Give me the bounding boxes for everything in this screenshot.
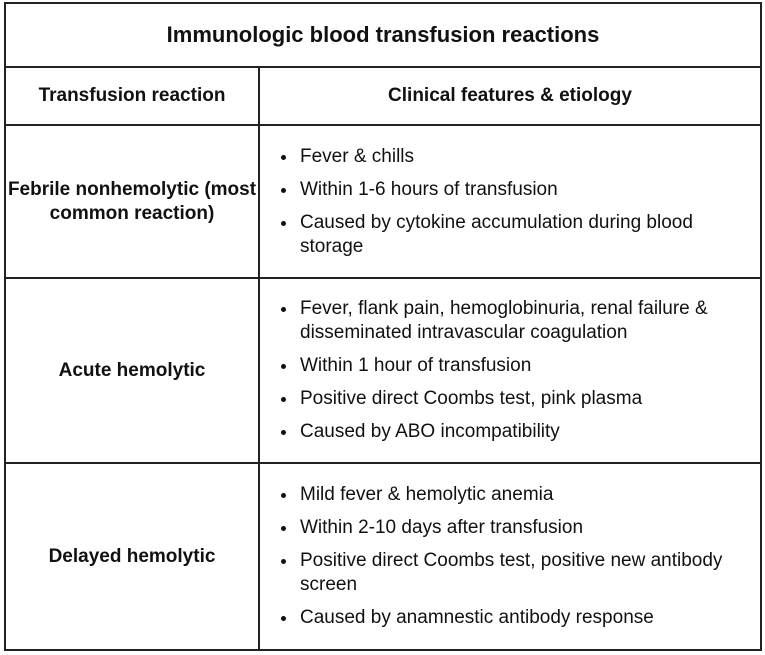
reaction-features: Fever & chills Within 1-6 hours of trans… (257, 124, 763, 279)
feature-list: Fever, flank pain, hemoglobinuria, renal… (260, 297, 760, 444)
table-row-delayed-hemolytic: Delayed hemolytic Mild fever & hemolytic… (4, 462, 763, 651)
feature-item: Caused by anamnestic antibody response (298, 606, 748, 630)
feature-item: Caused by cytokine accumulation during b… (298, 211, 748, 259)
reaction-features: Fever, flank pain, hemoglobinuria, renal… (257, 277, 763, 464)
column-header-features: Clinical features & etiology (257, 66, 763, 126)
feature-item: Mild fever & hemolytic anemia (298, 483, 748, 507)
feature-item: Fever, flank pain, hemoglobinuria, renal… (298, 297, 748, 345)
title-row: Immunologic blood transfusion reactions (3, 2, 763, 68)
header-row: Transfusion reaction Clinical features &… (4, 66, 763, 126)
reaction-name: Acute hemolytic (4, 277, 260, 464)
feature-item: Within 1-6 hours of transfusion (298, 178, 748, 202)
reaction-features: Mild fever & hemolytic anemia Within 2-1… (257, 462, 763, 651)
feature-item: Caused by ABO incompatibility (298, 420, 748, 444)
transfusion-reactions-table: Immunologic blood transfusion reactions … (3, 2, 763, 651)
table-row-febrile-nonhemolytic: Febrile nonhemolytic (most common reacti… (4, 124, 763, 279)
feature-item: Within 1 hour of transfusion (298, 354, 748, 378)
feature-item: Positive direct Coombs test, pink plasma (298, 387, 748, 411)
table-title: Immunologic blood transfusion reactions (3, 2, 763, 68)
feature-list: Fever & chills Within 1-6 hours of trans… (260, 145, 760, 259)
feature-list: Mild fever & hemolytic anemia Within 2-1… (260, 483, 760, 630)
feature-item: Fever & chills (298, 145, 748, 169)
column-header-reaction: Transfusion reaction (4, 66, 260, 126)
feature-item: Positive direct Coombs test, positive ne… (298, 549, 748, 597)
reaction-name: Febrile nonhemolytic (most common reacti… (4, 124, 260, 279)
table-row-acute-hemolytic: Acute hemolytic Fever, flank pain, hemog… (4, 277, 763, 464)
reaction-name: Delayed hemolytic (4, 462, 260, 651)
feature-item: Within 2-10 days after transfusion (298, 516, 748, 540)
